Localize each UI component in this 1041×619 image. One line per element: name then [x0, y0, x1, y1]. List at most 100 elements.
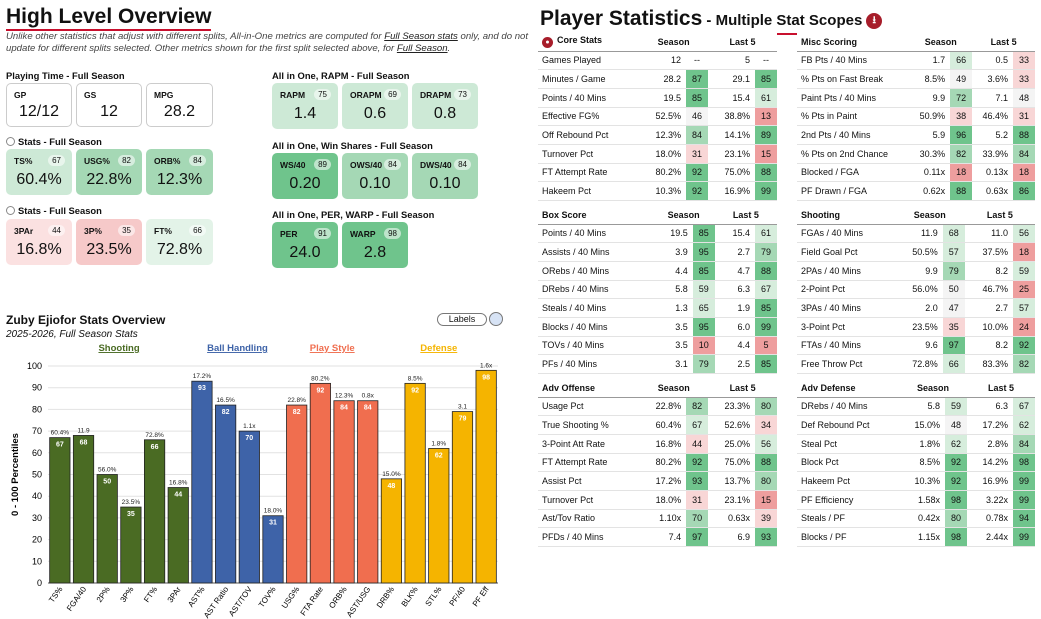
last5-value: 5.2 — [972, 125, 1013, 145]
bar[interactable] — [238, 430, 260, 584]
last5-value: 2.7 — [714, 242, 755, 262]
labels-toggle-button[interactable]: Labels — [437, 313, 487, 326]
table-row: Field Goal Pct 50.5% 57 37.5% 18 — [797, 242, 1035, 262]
last5-value: 4.4 — [714, 336, 755, 356]
percentile-badge: 98 — [384, 228, 401, 239]
radio-icon[interactable] — [6, 206, 15, 215]
full-season-link[interactable]: Full Season — [396, 43, 448, 54]
season-percentile: 44 — [686, 434, 709, 454]
last5-percentile: 61 — [755, 224, 777, 244]
col-last5: Last 5 — [708, 33, 777, 52]
bar-percentile-label: 67 — [56, 442, 64, 449]
box-value: 28.2 — [163, 103, 196, 120]
x-tick-label: USG% — [280, 585, 301, 610]
y-tick-label: 100 — [27, 361, 42, 371]
bar[interactable] — [428, 448, 450, 584]
season-value: 15.0% — [898, 415, 945, 435]
stats-section-2-label[interactable]: Stats - Full Season — [6, 205, 102, 216]
bar[interactable] — [333, 400, 355, 584]
bar[interactable] — [49, 437, 71, 584]
overview-description: Unlike other statistics that adjust with… — [6, 31, 536, 55]
bar[interactable] — [120, 506, 142, 584]
bar[interactable] — [96, 474, 118, 584]
bar[interactable] — [475, 369, 497, 584]
bar[interactable] — [357, 400, 379, 584]
table-title: Shooting — [797, 206, 895, 225]
table-row: % Pts in Paint 50.9% 38 46.4% 31 — [797, 107, 1035, 127]
bar[interactable] — [404, 382, 426, 584]
season-percentile: 92 — [944, 453, 967, 473]
season-percentile: 31 — [686, 144, 709, 164]
stat-name: 2nd Pts / 40 Mins — [797, 125, 910, 145]
last5-percentile: 34 — [755, 415, 777, 435]
bar-value-label: 3.1 — [458, 404, 467, 411]
bar[interactable] — [262, 515, 284, 584]
season-percentile: 62 — [944, 434, 967, 454]
col-season: Season — [898, 379, 967, 398]
last5-percentile: 88 — [1013, 125, 1035, 145]
stat-name: Hakeem Pct — [538, 181, 640, 201]
bar[interactable] — [72, 435, 95, 584]
stat-name: Paint Pts / 40 Mins — [797, 88, 910, 108]
bar[interactable] — [167, 487, 189, 584]
table-row: Blocks / PF 1.15x 98 2.44x 99 — [797, 527, 1035, 547]
box-label: RAPM — [280, 90, 306, 100]
stat-name: FT Attempt Rate — [538, 163, 640, 183]
last5-percentile: 56 — [1013, 224, 1035, 244]
season-percentile: 59 — [944, 397, 967, 417]
last5-percentile: 56 — [755, 434, 777, 454]
ft-box: FT% 66 72.8% — [146, 219, 213, 265]
x-tick-label: 3PAr — [166, 585, 183, 605]
stat-name: Assist Pct — [538, 471, 640, 491]
bar[interactable] — [191, 380, 213, 584]
y-tick-label: 90 — [32, 383, 42, 393]
table-title-text: Core Stats — [557, 35, 603, 46]
radio-icon[interactable] — [6, 137, 15, 146]
labels-toggle-icon[interactable] — [489, 312, 503, 326]
last5-value: 75.0% — [708, 453, 755, 473]
stats-section-1-label[interactable]: Stats - Full Season — [6, 136, 102, 147]
ts-box: TS% 67 60.4% — [6, 149, 72, 195]
bar[interactable] — [143, 439, 166, 584]
bar[interactable] — [309, 382, 331, 584]
bar[interactable] — [451, 411, 474, 584]
season-percentile: 92 — [944, 471, 967, 491]
desc-text-2: only, and do not update for different sp… — [6, 31, 529, 54]
bar-percentile-label: 84 — [340, 405, 348, 412]
full-season-stats-link[interactable]: Full Season stats — [384, 31, 458, 42]
bar[interactable] — [286, 404, 308, 584]
stat-name: Ast/Tov Ratio — [538, 509, 640, 529]
last5-value: 0.78x — [966, 509, 1013, 529]
last5-value: 3.6% — [972, 69, 1013, 89]
last5-percentile: 79 — [755, 242, 777, 262]
box-value: 22.8% — [86, 171, 132, 188]
x-tick-label: AST/USG — [345, 585, 373, 619]
x-tick-label: PF Eff — [471, 584, 491, 608]
stat-name: % Pts on Fast Break — [797, 69, 910, 89]
x-tick-label: FTA Rate — [299, 585, 326, 618]
x-tick-label: TS% — [47, 585, 64, 604]
table-row: PF Drawn / FGA 0.62x 88 0.63x 86 — [797, 181, 1035, 201]
season-percentile: 79 — [942, 261, 965, 281]
download-icon[interactable]: ⭳ — [866, 13, 883, 29]
x-tick-label: FT% — [142, 585, 159, 604]
season-percentile: 88 — [950, 181, 973, 201]
box-value: 23.5% — [86, 241, 132, 258]
table-row: Free Throw Pct 72.8% 66 83.3% 82 — [797, 354, 1035, 374]
season-value: 11.9 — [894, 224, 943, 244]
stat-name: Effective FG% — [538, 107, 640, 127]
last5-value: 11.0 — [964, 224, 1013, 244]
warp-box: WARP 98 2.8 — [342, 222, 408, 268]
bar[interactable] — [215, 404, 237, 584]
bar-value-label: 56.0% — [98, 467, 117, 474]
season-percentile: 48 — [944, 415, 967, 435]
table-title-text: Adv Defense — [801, 382, 856, 393]
x-tick-label: AST% — [186, 585, 206, 609]
bar[interactable] — [380, 478, 403, 584]
last5-percentile: 15 — [755, 490, 777, 510]
season-percentile: 46 — [686, 107, 709, 127]
table-row: PFs / 40 Mins 3.1 79 2.5 85 — [538, 354, 777, 374]
last5-percentile: 98 — [1013, 453, 1035, 473]
season-value: 56.0% — [894, 280, 943, 300]
stat-name: Blocks / PF — [797, 527, 899, 547]
